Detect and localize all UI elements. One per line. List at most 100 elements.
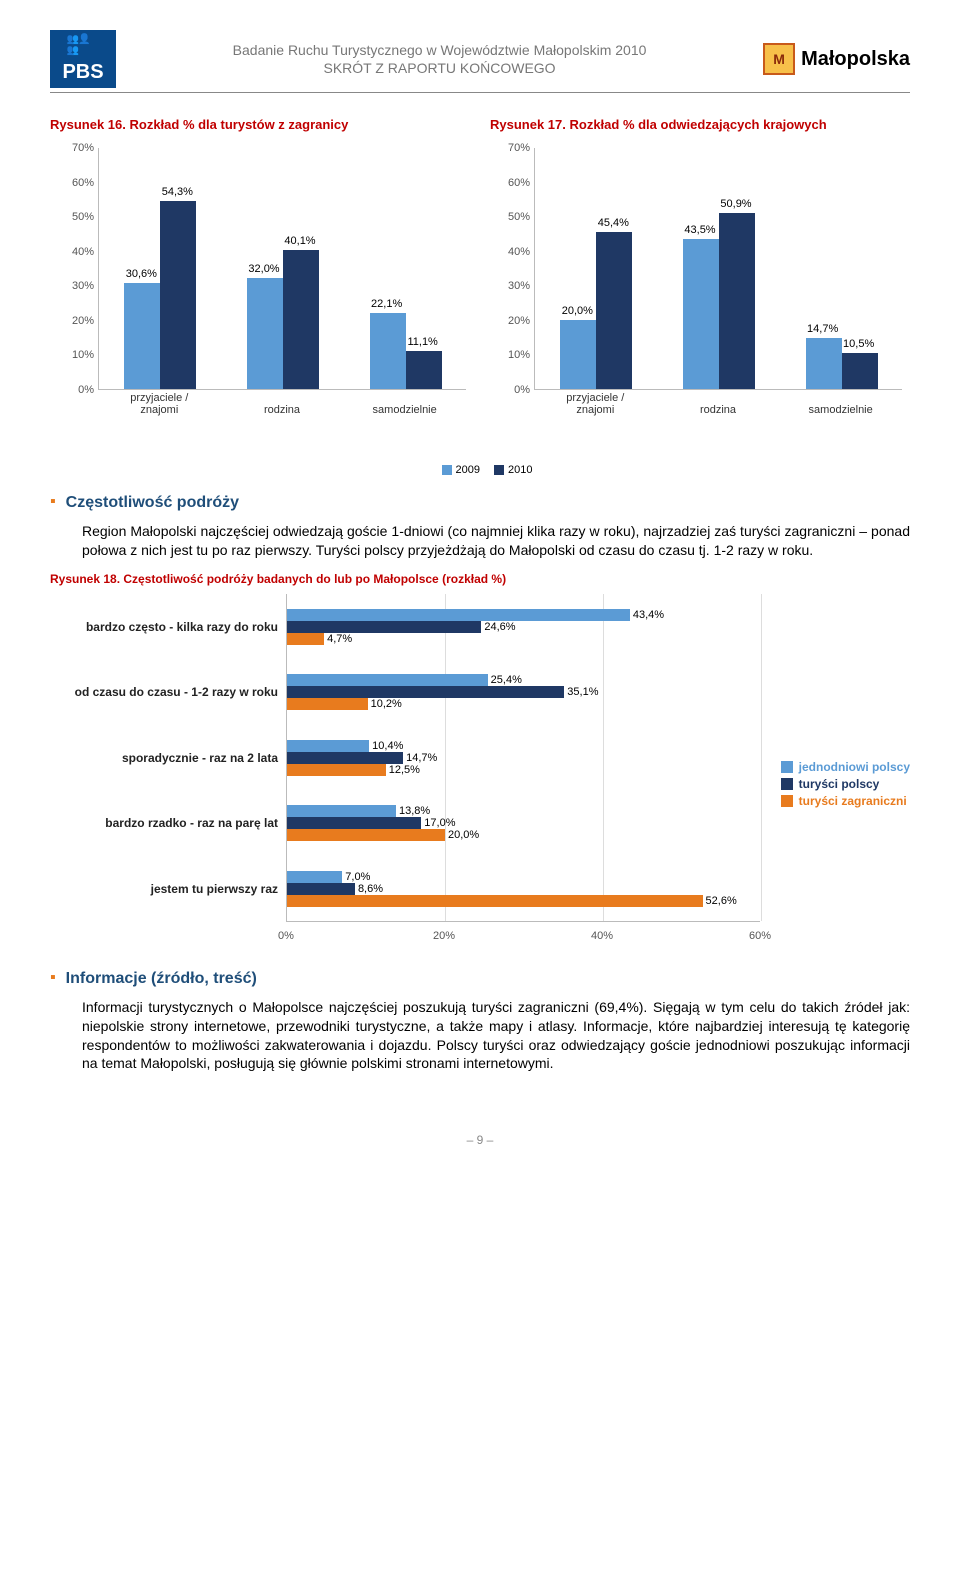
bar — [287, 674, 488, 686]
bar — [247, 278, 283, 389]
section1-title: Częstotliwość podróży — [66, 494, 239, 512]
bar-value-label: 24,6% — [484, 621, 515, 633]
pbs-logo-text: PBS — [62, 61, 103, 84]
page-header: 👥👤👥 PBS Badanie Ruchu Turystycznego w Wo… — [50, 30, 910, 93]
legend-label: turyści zagraniczni — [799, 794, 907, 808]
bar — [283, 250, 319, 389]
chart17-title: Rysunek 17. Rozkład % dla odwiedzających… — [490, 117, 910, 132]
section1-body: Region Małopolski najczęściej odwiedzają… — [82, 522, 910, 560]
pbs-logo: 👥👤👥 PBS — [50, 30, 116, 88]
legend-swatch — [442, 465, 452, 475]
y-tick-label: 0% — [486, 384, 530, 396]
chart16-title: Rysunek 16. Rozkład % dla turystów z zag… — [50, 117, 470, 132]
y-tick-label: 10% — [50, 349, 94, 361]
legend-label: 2009 — [456, 464, 480, 476]
x-gridline — [761, 594, 762, 921]
y-tick-label: 70% — [486, 142, 530, 154]
category-label: samodzielnie — [343, 404, 466, 416]
y-tick-label: 40% — [50, 246, 94, 258]
bar-value-label: 20,0% — [562, 305, 593, 317]
legend-row: jednodniowi polscy — [781, 760, 910, 774]
bar — [287, 609, 630, 621]
section2-title: Informacje (źródło, treść) — [66, 970, 257, 988]
chart16-17-legend: 2009 2010 — [50, 464, 910, 476]
y-tick-label: 40% — [486, 246, 530, 258]
bar — [287, 740, 369, 752]
legend-row: turyści zagraniczni — [781, 794, 910, 808]
bar-value-label: 14,7% — [406, 752, 437, 764]
chart17-plot — [534, 148, 902, 390]
bar-value-label: 8,6% — [358, 883, 383, 895]
legend-swatch — [781, 778, 793, 790]
bar-value-label: 10,5% — [843, 338, 874, 350]
bar-value-label: 14,7% — [807, 323, 838, 335]
category-label: przyjaciele / znajomi — [98, 392, 221, 416]
category-label: rodzina — [221, 404, 344, 416]
bar-value-label: 22,1% — [371, 298, 402, 310]
chart16: 0%10%20%30%40%50%60%70%przyjaciele / zna… — [50, 140, 474, 440]
bar — [287, 764, 386, 776]
bar-value-label: 52,6% — [706, 895, 737, 907]
chart18: jednodniowi polscy turyści polscy turyści … — [50, 590, 910, 950]
legend-label: 2010 — [508, 464, 532, 476]
chart17: 0% 10% 20% 30% 40% 50% 60% 70% przyjaciele / zna… — [486, 140, 910, 440]
bar — [287, 752, 403, 764]
bar-value-label: 50,9% — [720, 198, 751, 210]
bar-value-label: 35,1% — [567, 686, 598, 698]
bar — [124, 283, 160, 389]
bar — [683, 239, 719, 389]
category-label: sporadycznie - raz na 2 lata — [50, 751, 278, 765]
category-label: bardzo rzadko - raz na parę lat — [50, 816, 278, 830]
bar-value-label: 43,4% — [633, 609, 664, 621]
y-tick-label: 50% — [486, 211, 530, 223]
pbs-logo-figures-icon: 👥👤👥 — [67, 34, 100, 56]
bar — [160, 201, 196, 389]
bar-value-label: 45,4% — [598, 217, 629, 229]
y-tick-label: 0% — [50, 384, 94, 396]
bar — [370, 313, 406, 389]
category-label: jestem tu pierwszy raz — [50, 882, 278, 896]
bar — [287, 895, 703, 907]
bullet-icon: ▪ — [50, 970, 56, 986]
bar-value-label: 11,1% — [407, 336, 437, 348]
bar-value-label: 40,1% — [284, 235, 315, 247]
category-label: samodzielnie — [779, 404, 902, 416]
y-tick-label: 10% — [486, 349, 530, 361]
bar-value-label: 30,6% — [126, 268, 157, 280]
bar — [287, 805, 396, 817]
category-label: bardzo często - kilka razy do roku — [50, 619, 278, 633]
malopolska-logo: M Małopolska — [763, 43, 910, 75]
legend-label: turyści polscy — [799, 777, 880, 791]
bar-value-label: 25,4% — [491, 674, 522, 686]
y-tick-label: 20% — [486, 315, 530, 327]
legend-swatch — [781, 795, 793, 807]
bar — [596, 232, 632, 389]
x-tick-label: 20% — [433, 930, 455, 942]
bar-value-label: 17,0% — [424, 817, 455, 829]
y-tick-label: 60% — [50, 177, 94, 189]
x-gridline — [445, 594, 446, 921]
bar — [287, 698, 368, 710]
bar — [287, 829, 445, 841]
bar-value-label: 4,7% — [327, 633, 352, 645]
y-tick-label: 70% — [50, 142, 94, 154]
chart18-caption: Rysunek 18. Częstotliwość podróży badany… — [50, 572, 910, 586]
bar — [560, 320, 596, 389]
bar — [287, 883, 355, 895]
header-title-line2: SKRÓT Z RAPORTU KOŃCOWEGO — [116, 59, 763, 77]
bar-value-label: 20,0% — [448, 829, 479, 841]
bar-value-label: 13,8% — [399, 805, 430, 817]
bullet-icon: ▪ — [50, 494, 56, 510]
section2-body: Informacji turystycznych o Małopolsce na… — [82, 998, 910, 1074]
bar — [842, 353, 878, 389]
header-title-line1: Badanie Ruchu Turystycznego w Województw… — [116, 41, 763, 59]
x-tick-label: 60% — [749, 930, 771, 942]
y-tick-label: 60% — [486, 177, 530, 189]
legend-label: jednodniowi polscy — [799, 760, 910, 774]
category-label: przyjaciele / znajomi — [534, 392, 657, 416]
y-tick-label: 30% — [486, 280, 530, 292]
bar — [287, 871, 342, 883]
bar-value-label: 10,2% — [371, 698, 402, 710]
bar-value-label: 43,5% — [684, 224, 715, 236]
bar-value-label: 7,0% — [345, 871, 370, 883]
